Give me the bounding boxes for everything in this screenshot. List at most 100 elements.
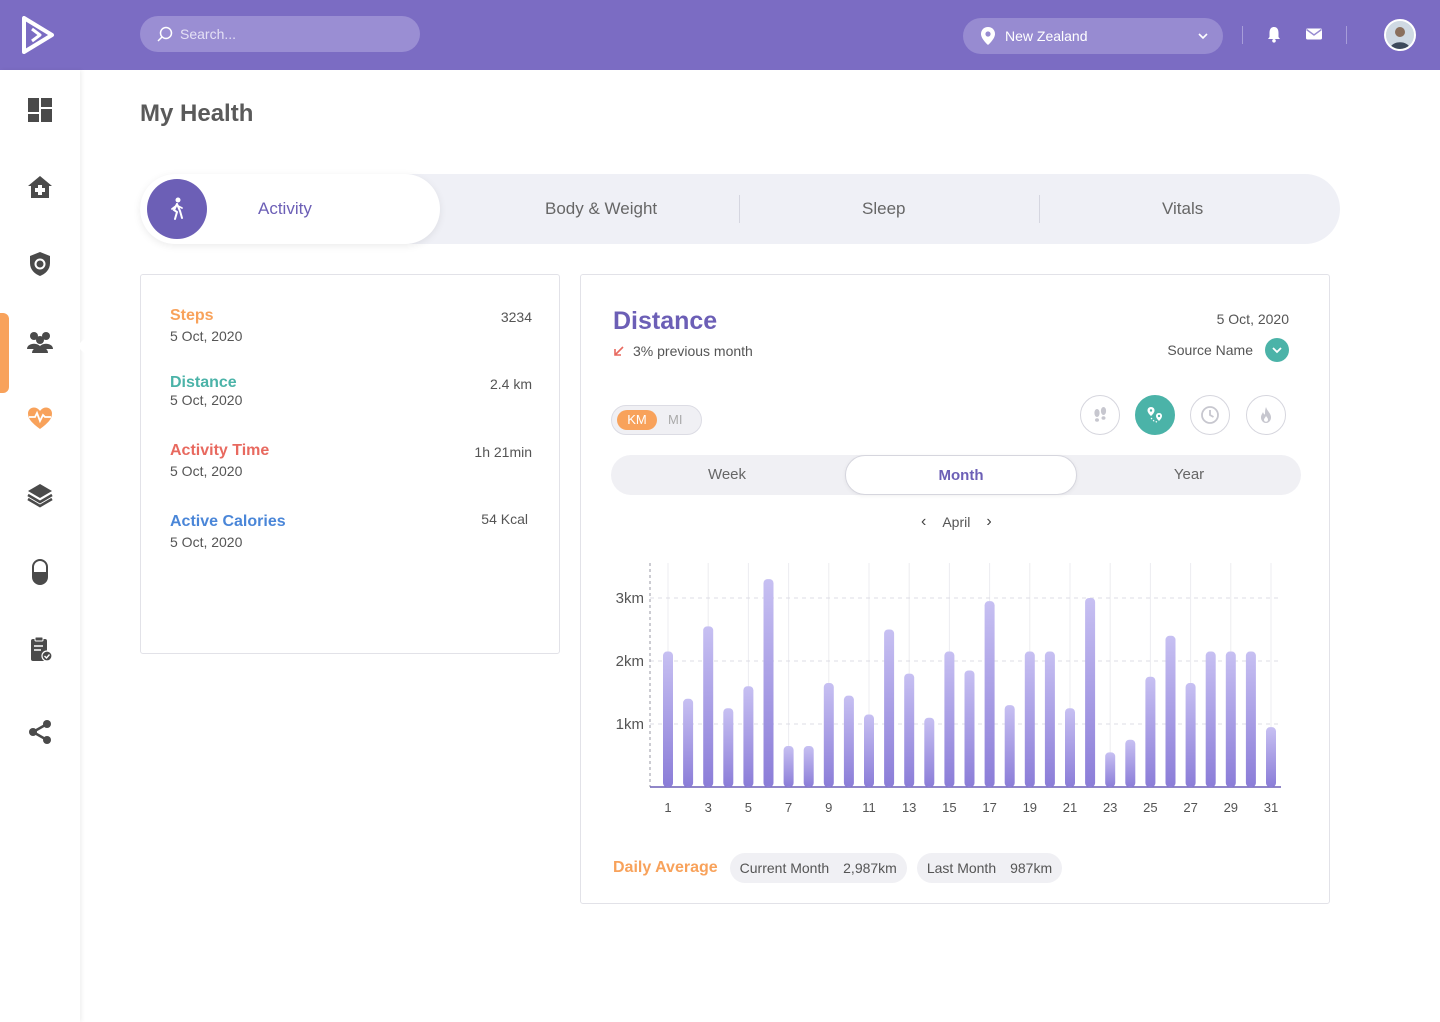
chart-bar[interactable]	[1085, 598, 1096, 787]
chart-bar[interactable]	[944, 651, 955, 787]
sidebar-item-reports[interactable]	[20, 629, 60, 669]
chart-bar[interactable]	[843, 695, 854, 787]
source-select[interactable]: Source Name	[1167, 338, 1289, 362]
x-tick-label: 29	[1224, 800, 1238, 815]
chart-bar[interactable]	[984, 601, 995, 787]
chart-bar[interactable]	[823, 683, 834, 787]
chevron-left-icon[interactable]: ‹	[921, 513, 927, 530]
page-title: My Health	[140, 100, 254, 127]
chart-bar[interactable]	[803, 746, 814, 787]
distance-metric-button[interactable]	[1135, 395, 1175, 435]
pill-icon	[32, 559, 48, 585]
x-tick-label: 5	[745, 800, 752, 815]
location-select[interactable]: New Zealand	[963, 18, 1223, 54]
time-metric-button[interactable]	[1190, 395, 1230, 435]
divider	[1346, 26, 1347, 44]
chart-bar[interactable]	[924, 717, 935, 787]
app-logo-icon[interactable]	[20, 16, 56, 54]
sidebar-item-hospital[interactable]	[20, 167, 60, 207]
period-month[interactable]: Month	[845, 455, 1077, 495]
summary-date: 5 Oct, 2020	[170, 328, 243, 344]
mail-icon[interactable]	[1305, 25, 1323, 43]
tab-body-weight[interactable]: Body & Weight	[545, 199, 658, 218]
summary-distance[interactable]: Distance 5 Oct, 2020 2.4 km	[170, 374, 532, 408]
steps-metric-button[interactable]	[1080, 395, 1120, 435]
tab-activity[interactable]: Activity	[140, 174, 440, 244]
layers-icon	[27, 484, 53, 508]
chevron-right-icon[interactable]: ›	[986, 513, 992, 530]
search-bar[interactable]	[140, 16, 420, 52]
chart-bar[interactable]	[1266, 727, 1276, 787]
month-navigator: ‹ April ›	[921, 513, 992, 531]
last-month-label: Last Month	[926, 860, 997, 876]
chart-bar[interactable]	[1145, 676, 1156, 787]
x-tick-label: 23	[1103, 800, 1117, 815]
sidebar-item-records[interactable]	[20, 475, 60, 515]
period-week[interactable]: Week	[707, 466, 747, 483]
chart-bar[interactable]	[1165, 635, 1176, 787]
x-tick-label: 19	[1023, 800, 1037, 815]
sidebar-item-health[interactable]	[20, 398, 60, 438]
summary-date: 5 Oct, 2020	[170, 392, 243, 408]
unit-mi-option[interactable]: MI	[668, 412, 683, 427]
summary-value: 54 Kcal	[481, 511, 528, 527]
dashboard-icon	[28, 98, 52, 122]
sidebar-item-medication[interactable]	[20, 552, 60, 592]
chart-bar[interactable]	[763, 579, 774, 787]
calories-metric-button[interactable]	[1246, 395, 1286, 435]
chart-bar[interactable]	[703, 626, 714, 787]
source-dropdown-button[interactable]	[1265, 338, 1289, 362]
chart-bar[interactable]	[884, 629, 895, 788]
x-tick-label: 9	[825, 800, 832, 815]
chart-bar[interactable]	[743, 686, 754, 787]
chart-bar[interactable]	[723, 708, 734, 787]
summary-date: 5 Oct, 2020	[170, 463, 243, 479]
summary-name: Steps	[170, 307, 214, 324]
tab-divider	[1039, 195, 1040, 223]
chart-bar[interactable]	[1024, 651, 1035, 787]
chevron-down-icon	[1198, 33, 1208, 40]
user-avatar[interactable]	[1384, 19, 1416, 51]
chart-bar[interactable]	[663, 651, 673, 787]
flame-icon	[1261, 407, 1271, 423]
top-bar: New Zealand	[0, 0, 1440, 70]
daily-average-label: Daily Average	[613, 859, 718, 876]
chart-bar[interactable]	[683, 698, 694, 787]
chart-bar[interactable]	[864, 714, 874, 787]
sidebar-item-dashboard[interactable]	[20, 90, 60, 130]
chart-bar[interactable]	[1105, 752, 1116, 787]
tab-vitals[interactable]: Vitals	[1162, 199, 1204, 218]
sidebar-item-share[interactable]	[20, 712, 60, 752]
chart-bar[interactable]	[1225, 651, 1236, 787]
unit-toggle[interactable]: KM MI	[611, 405, 702, 435]
x-tick-label: 15	[942, 800, 956, 815]
period-year[interactable]: Year	[1173, 466, 1205, 483]
chart-bar[interactable]	[1205, 651, 1216, 787]
chart-bar[interactable]	[1245, 651, 1256, 787]
footsteps-icon	[1094, 407, 1107, 422]
chart-bar[interactable]	[783, 746, 794, 787]
chart-bar[interactable]	[1065, 708, 1075, 787]
summary-activity-time[interactable]: Activity Time 5 Oct, 2020 1h 21min	[170, 442, 532, 479]
sidebar-item-family[interactable]	[20, 321, 60, 361]
last-month-pill: Last Month 987km	[916, 853, 1063, 883]
bell-icon[interactable]	[1265, 25, 1283, 43]
month-label: April	[942, 514, 971, 530]
location-label: New Zealand	[1005, 28, 1088, 44]
route-icon	[1147, 407, 1162, 423]
chart-bar[interactable]	[1125, 739, 1136, 787]
chart-bar[interactable]	[904, 673, 915, 787]
chart-bar[interactable]	[1044, 651, 1055, 787]
sidebar-notch	[77, 338, 85, 354]
chart-bar[interactable]	[1185, 683, 1196, 787]
sidebar	[0, 70, 85, 1022]
summary-steps[interactable]: Steps 5 Oct, 2020 3234	[170, 307, 532, 344]
sidebar-item-insurance[interactable]	[20, 244, 60, 284]
tab-sleep[interactable]: Sleep	[862, 199, 906, 218]
chart-bar[interactable]	[1004, 705, 1015, 787]
summary-active-calories[interactable]: Active Calories 5 Oct, 2020 54 Kcal	[170, 511, 532, 550]
unit-km-option[interactable]: KM	[617, 410, 657, 430]
search-input[interactable]	[180, 26, 400, 42]
x-tick-label: 3	[705, 800, 712, 815]
chart-bar[interactable]	[964, 670, 975, 787]
